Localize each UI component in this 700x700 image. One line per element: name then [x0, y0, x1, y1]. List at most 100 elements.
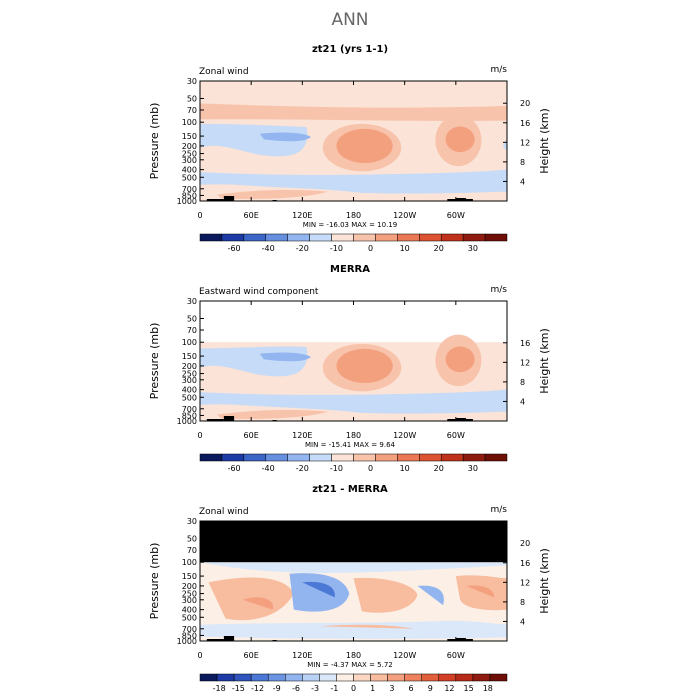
colorbar-swatch — [489, 673, 508, 682]
y-right-tick-label: 8 — [520, 378, 525, 387]
colorbar-label: -60 — [228, 464, 241, 473]
colorbar-model: -60 -40 -20 -10 0 10 20 30 — [199, 233, 508, 253]
colorbar-swatch — [455, 673, 474, 682]
colorbar-label: 10 — [400, 244, 410, 253]
contour-fill-jet-core — [336, 348, 393, 384]
y-right-tick-label: 16 — [520, 119, 530, 128]
y-tick-label: 70 — [187, 326, 197, 335]
colorbar-swatch — [484, 233, 508, 242]
colorbar-label: -10 — [330, 244, 343, 253]
x-tick-label: 60W — [447, 651, 465, 660]
y-tick-label: 850 — [182, 191, 197, 200]
panel-model: zt21 (yrs 1-1)Zonal wind m/s3050701001502… — [148, 44, 551, 229]
colorbar-swatch — [387, 673, 405, 682]
y-tick-label: 30 — [187, 77, 197, 86]
colorbar-swatch — [265, 453, 288, 462]
colorbar-label: 20 — [434, 464, 444, 473]
colorbar-label: -60 — [228, 244, 241, 253]
colorbar-label: 1 — [370, 684, 375, 693]
topography-block — [223, 416, 235, 421]
colorbar-label: -18 — [213, 684, 226, 693]
colorbar-label: 18 — [483, 684, 493, 693]
topography-block — [206, 419, 224, 421]
contour-fill-lowlevel-westerly — [217, 410, 328, 419]
contour-fill-easterly-core — [259, 352, 311, 362]
colorbar-label: 30 — [468, 464, 478, 473]
colorbar-swatch — [419, 233, 442, 242]
x-tick-label: 60E — [244, 431, 259, 440]
y-tick-label: 300 — [182, 596, 197, 605]
colorbar-swatch — [267, 673, 286, 682]
colorbar-swatch — [331, 453, 354, 462]
colorbar-swatch — [353, 673, 371, 682]
colorbar-label: -40 — [262, 464, 275, 473]
x-axis: 0 60E 120E 180 120W 60W — [197, 301, 465, 440]
colorbar-diff: -18 -15 -12 -9 -6 -3 -1 0 1 3 6 9 12 15 18 — [199, 673, 508, 693]
topography-block — [447, 199, 456, 201]
topography-block — [455, 198, 467, 201]
colorbar-swatch — [287, 233, 310, 242]
y-axis-right-title: Height (km) — [538, 328, 551, 394]
y-right-tick-label: 4 — [520, 177, 525, 186]
y-tick-label: 250 — [182, 150, 197, 159]
contour-fill-edge-easterly — [502, 138, 507, 151]
y-right-tick-label: 12 — [520, 138, 530, 147]
topography-block — [447, 419, 456, 421]
y-tick-label: 70 — [187, 546, 197, 555]
y-axis-title: Pressure (mb) — [148, 103, 161, 180]
contour-fill-strat-positive — [200, 103, 507, 121]
y-right-tick-label: 16 — [520, 559, 530, 568]
colorbar-label: 0 — [351, 684, 356, 693]
colorbar-swatch — [462, 233, 486, 242]
contour-fill-jet2-core — [445, 126, 475, 153]
colorbar-label: -9 — [273, 684, 281, 693]
colorbar-label: 12 — [444, 684, 454, 693]
colorbar-swatch — [302, 673, 320, 682]
y-tick-label: 150 — [182, 352, 197, 361]
colorbar-swatch — [243, 233, 267, 242]
colorbar-swatch — [331, 233, 354, 242]
units-label: m/s — [491, 285, 508, 295]
topography-block — [223, 636, 235, 641]
diff-fill-lowlevel-positive — [319, 624, 414, 629]
y-tick-label: 150 — [182, 572, 197, 581]
y-tick-label: 70 — [187, 106, 197, 115]
x-tick-label: 120W — [393, 211, 416, 220]
topography-block — [466, 199, 473, 201]
colorbar-swatch — [404, 673, 422, 682]
y-right-tick-label: 20 — [520, 539, 530, 548]
field-label: Zonal wind — [199, 507, 249, 517]
diff-fill-top-negative — [200, 562, 507, 573]
y-tick-label: 700 — [182, 625, 197, 634]
colorbar-swatch — [243, 453, 267, 462]
y-tick-label: 1000 — [177, 637, 197, 646]
colorbar-swatch — [440, 453, 464, 462]
y-axis-right-title: Height (km) — [538, 108, 551, 174]
y-tick-label: 250 — [182, 370, 197, 379]
colorbar-swatch — [199, 233, 223, 242]
colorbar-swatch — [421, 673, 440, 682]
y-tick-label: 700 — [182, 185, 197, 194]
colorbar-swatch — [353, 233, 376, 242]
min-max-stats: MIN = -15.41 MAX = 9.64 — [305, 441, 396, 449]
x-tick-label: 0 — [197, 431, 202, 440]
colorbar-label: -40 — [262, 244, 275, 253]
y-tick-label: 50 — [187, 94, 197, 103]
colorbar-label: -10 — [330, 464, 343, 473]
diff-fill-positive-east-core — [466, 585, 495, 598]
colorbar-swatch — [221, 233, 245, 242]
colorbar-swatch — [438, 673, 457, 682]
colorbar-swatch — [199, 453, 223, 462]
y-axis-title: Pressure (mb) — [148, 323, 161, 400]
topography-block — [206, 639, 224, 641]
colorbar-swatch — [370, 673, 388, 682]
colorbar-label: 15 — [464, 684, 474, 693]
colorbar-label: -1 — [330, 684, 338, 693]
colorbar-swatch — [265, 233, 288, 242]
x-tick-label: 120W — [393, 651, 416, 660]
y-axis-height: 20 16 12 8 4 — [503, 99, 530, 186]
y-tick-label: 400 — [182, 166, 197, 175]
topography-block — [466, 419, 473, 421]
page-title: ANN — [331, 10, 369, 30]
